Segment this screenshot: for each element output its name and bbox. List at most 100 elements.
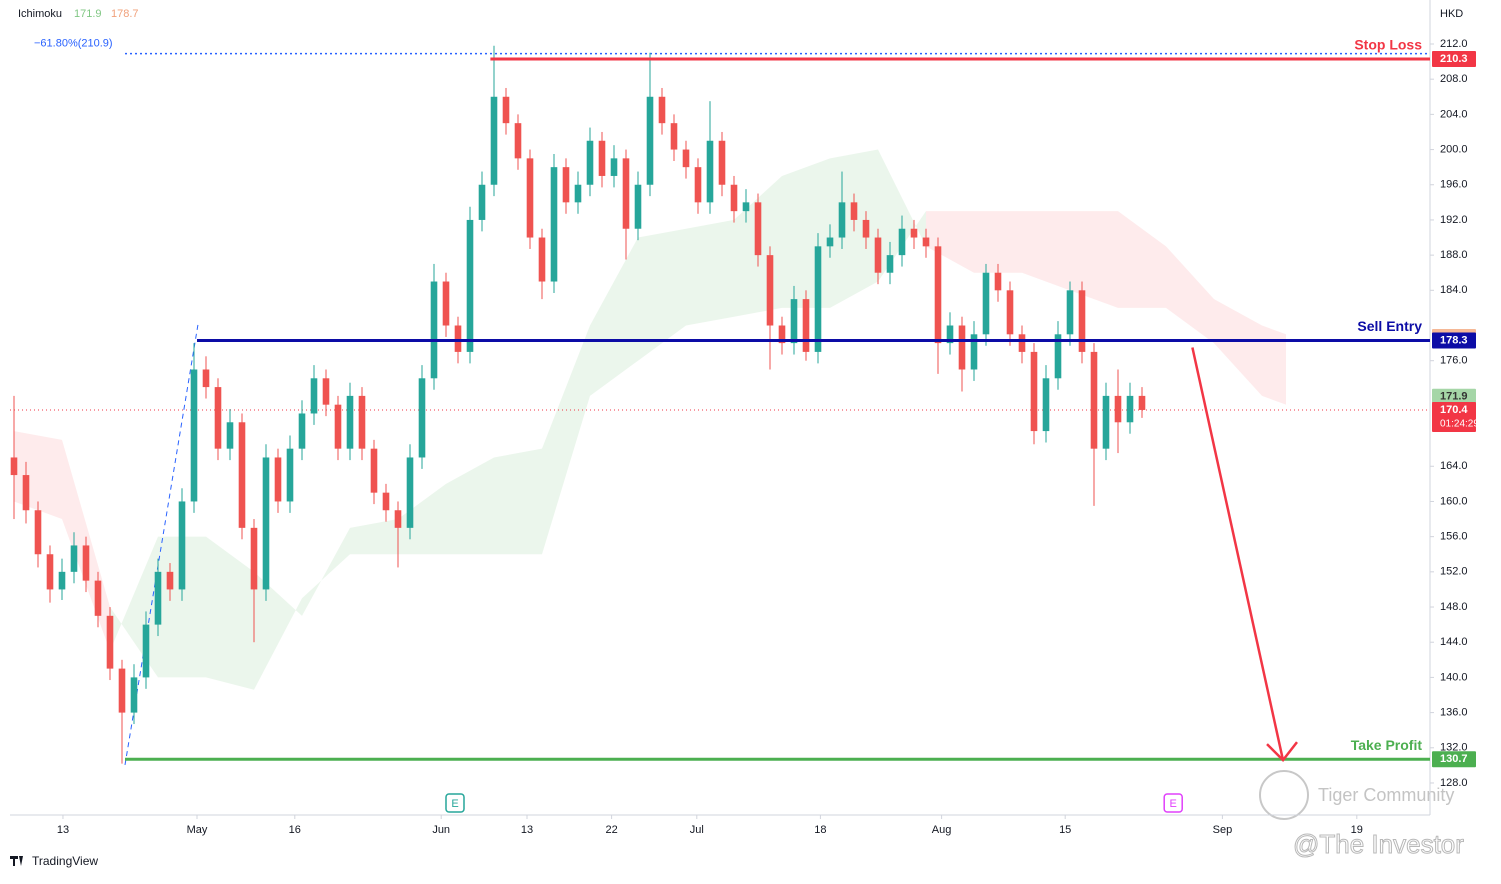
candle-body: [1054, 334, 1062, 379]
y-tick-label: 188.0: [1440, 249, 1468, 261]
y-tick-label: 140.0: [1440, 671, 1468, 683]
watermark: Tiger Community: [1318, 785, 1454, 805]
ichimoku-cloud: [1213, 299, 1262, 396]
ichimoku-cloud: [445, 457, 494, 555]
watermark-logo: [1259, 770, 1309, 820]
y-tick-label: 212.0: [1440, 38, 1468, 50]
earnings-label: E: [451, 798, 458, 810]
y-tick-label: 164.0: [1440, 460, 1468, 472]
candle-body: [238, 422, 246, 528]
y-tick-label: 204.0: [1440, 108, 1468, 120]
y-tick-label: 184.0: [1440, 284, 1468, 296]
candle-body: [298, 413, 306, 449]
ichimoku-cloud: [205, 536, 254, 690]
candle-body: [910, 228, 918, 238]
candle-body: [814, 246, 822, 352]
level-name: Sell Entry: [1357, 318, 1422, 334]
candle-body: [586, 140, 594, 185]
ichimoku-cloud: [253, 571, 302, 690]
earnings-marker: [445, 793, 465, 813]
x-tick-label: Aug: [932, 824, 952, 836]
candle-body: [154, 571, 162, 625]
candle-body: [850, 202, 858, 220]
ichimoku-cloud: [973, 211, 1022, 273]
candle-body: [406, 457, 414, 528]
candle-body: [418, 378, 426, 458]
candle-body: [370, 448, 378, 493]
y-tick-label: 176.0: [1440, 355, 1468, 367]
candle-body: [1138, 395, 1146, 410]
ichimoku-cloud: [925, 211, 974, 273]
candle-body: [922, 237, 930, 247]
candle-body: [1090, 351, 1098, 449]
candle-body: [886, 255, 894, 273]
price-badge: [1432, 50, 1476, 67]
candle-body: [94, 580, 102, 616]
candle-body: [1114, 395, 1122, 423]
candle-body: [994, 272, 1002, 291]
candle-body: [454, 325, 462, 352]
candle-body: [1018, 334, 1026, 352]
candle-body: [610, 158, 618, 176]
price-badge: [1432, 388, 1476, 405]
candle-body: [598, 140, 606, 176]
candle-body: [70, 545, 78, 572]
x-tick-label: 13: [57, 824, 69, 836]
candle-body: [466, 219, 474, 352]
y-tick-label: 148.0: [1440, 601, 1468, 613]
x-tick-label: 19: [1351, 824, 1363, 836]
candle-body: [1030, 351, 1038, 432]
arrow-head: [1266, 741, 1298, 762]
candle-body: [1006, 290, 1014, 335]
y-tick-label: 160.0: [1440, 495, 1468, 507]
candle-body: [1078, 290, 1086, 352]
candle-body: [670, 123, 678, 150]
x-tick-label: 15: [1059, 824, 1071, 836]
tv-logo: [10, 856, 23, 866]
candle-body: [166, 571, 174, 590]
x-tick-label: 22: [605, 824, 617, 836]
level-name: Take Profit: [1351, 737, 1423, 753]
ichimoku-cloud: [685, 219, 734, 326]
ichimoku-cloud: [1021, 211, 1070, 291]
y-tick-label: 196.0: [1440, 179, 1468, 191]
candle-body: [898, 228, 906, 256]
candle-body: [490, 96, 498, 185]
y-tick-label: 132.0: [1440, 742, 1468, 754]
candle-body: [310, 378, 318, 414]
countdown: 01:24:29: [1440, 419, 1479, 430]
x-tick-label: Jun: [432, 824, 450, 836]
candle-body: [574, 184, 582, 203]
candle-body: [946, 325, 954, 344]
candle-body: [838, 202, 846, 238]
candle-body: [442, 281, 450, 326]
candle-body: [1102, 395, 1110, 449]
candle-body: [706, 140, 714, 203]
candle-body: [790, 299, 798, 344]
candle-body: [562, 167, 570, 203]
earnings-label: E: [1170, 798, 1177, 810]
x-tick-label: Sep: [1213, 824, 1233, 836]
candle-body: [82, 545, 90, 581]
candle-body: [802, 299, 810, 352]
currency: HKD: [1440, 8, 1463, 20]
ichimoku-cloud: [109, 536, 158, 678]
candle-body: [538, 237, 546, 282]
ichimoku-cloud: [1117, 211, 1166, 308]
candle-body: [118, 668, 126, 713]
y-tick-label: 192.0: [1440, 214, 1468, 226]
candle-body: [646, 96, 654, 185]
candle-body: [754, 202, 762, 256]
candle-body: [1042, 378, 1050, 432]
y-tick-label: 144.0: [1440, 636, 1468, 648]
candle-body: [826, 237, 834, 247]
candle-body: [274, 457, 282, 502]
price-badge-label: 210.3: [1440, 53, 1468, 65]
candle-body: [526, 158, 534, 238]
candle-body: [346, 395, 354, 449]
x-tick-label: Jul: [690, 824, 704, 836]
candle-body: [1126, 395, 1134, 423]
candle-body: [358, 395, 366, 449]
ichimoku-cloud: [637, 228, 686, 361]
